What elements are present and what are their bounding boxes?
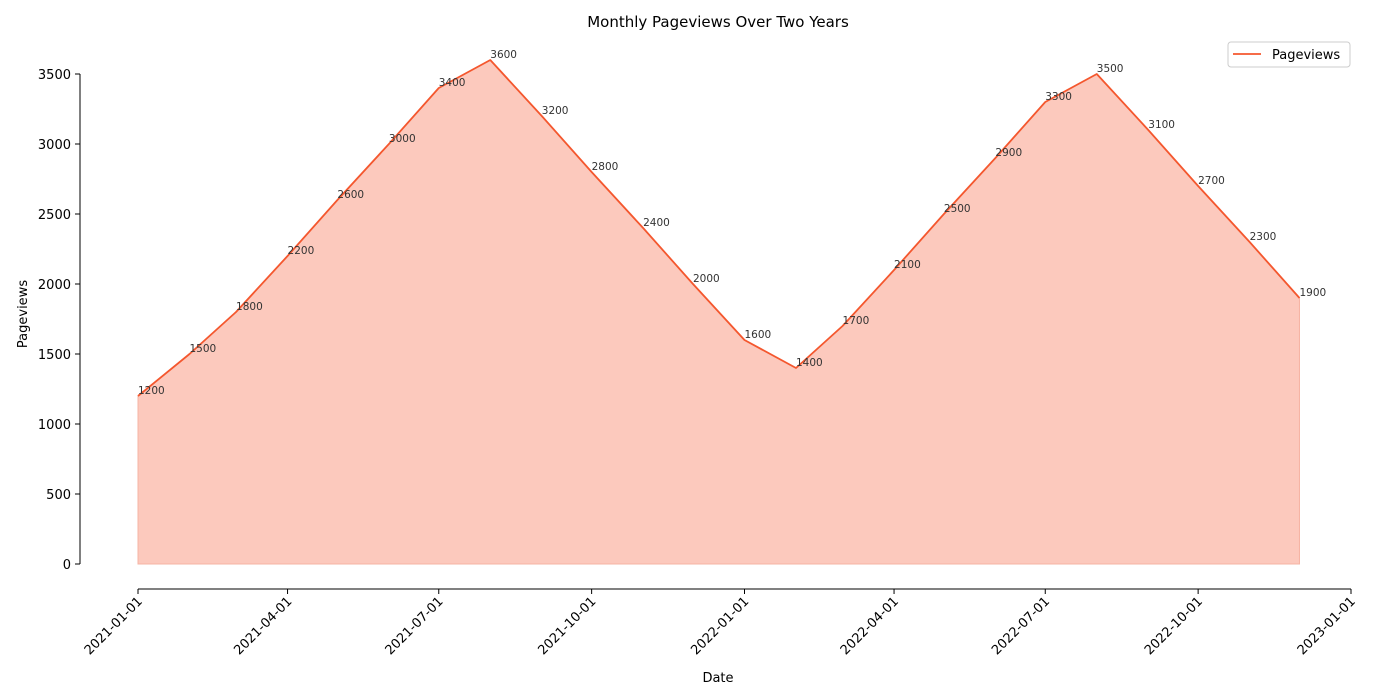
data-label: 3100: [1148, 119, 1175, 131]
data-label: 1600: [745, 329, 772, 341]
data-label: 2500: [944, 203, 971, 215]
y-tick-label: 3500: [38, 68, 71, 83]
x-tick-label: 2022-04-01: [838, 594, 902, 658]
data-label: 2700: [1198, 175, 1225, 187]
y-tick-label: 2500: [38, 208, 71, 223]
data-label: 2100: [894, 259, 921, 271]
data-label: 1800: [236, 301, 263, 313]
legend-label: Pageviews: [1272, 48, 1340, 63]
data-label: 3200: [542, 105, 569, 117]
x-tick-label: 2023-01-01: [1295, 594, 1359, 658]
data-label: 3300: [1045, 91, 1072, 103]
legend-box: [1227, 41, 1351, 68]
data-label: 3000: [389, 133, 416, 145]
data-label: 1900: [1299, 287, 1326, 299]
x-tick-label: 2021-07-01: [383, 594, 447, 658]
x-tick-label: 2021-04-01: [231, 594, 295, 658]
data-label: 3400: [439, 77, 466, 89]
data-label: 3600: [490, 49, 517, 61]
data-label: 1400: [796, 357, 823, 369]
data-label: 2600: [337, 189, 364, 201]
data-label: 2900: [995, 147, 1022, 159]
data-label: 2000: [693, 273, 720, 285]
data-label: 2800: [592, 161, 619, 173]
y-tick-label: 1000: [38, 418, 71, 433]
x-tick-label: 2021-01-01: [82, 594, 146, 658]
x-axis-label: Date: [702, 671, 733, 686]
line-layer: [137, 59, 1301, 397]
data-label: 1500: [190, 343, 217, 355]
data-label: 2200: [288, 245, 315, 257]
x-tick-label: 2021-10-01: [535, 594, 599, 658]
y-axis-label: Pageviews: [16, 280, 31, 348]
x-tick-label: 2022-07-01: [989, 594, 1053, 658]
legend: Pageviews: [1227, 41, 1351, 68]
x-tick-label: 2022-10-01: [1142, 594, 1206, 658]
y-tick-label: 0: [63, 558, 71, 573]
pageviews-line: [137, 59, 1301, 397]
data-label: 1200: [138, 385, 165, 397]
y-tick-label: 3000: [38, 138, 71, 153]
data-label: 2300: [1250, 231, 1277, 243]
y-tick-label: 1500: [38, 348, 71, 363]
x-tick-label: 2022-01-01: [688, 594, 752, 658]
y-tick-label: 2000: [38, 278, 71, 293]
data-label: 1700: [843, 315, 870, 327]
data-label: 2400: [643, 217, 670, 229]
chart-title: Monthly Pageviews Over Two Years: [587, 13, 849, 31]
data-label: 3500: [1097, 63, 1124, 75]
y-tick-label: 500: [46, 488, 71, 503]
data-labels-layer: 1200 1500 1800 2200 2600 3000 3400 3600 3200 2800…: [138, 49, 1326, 397]
